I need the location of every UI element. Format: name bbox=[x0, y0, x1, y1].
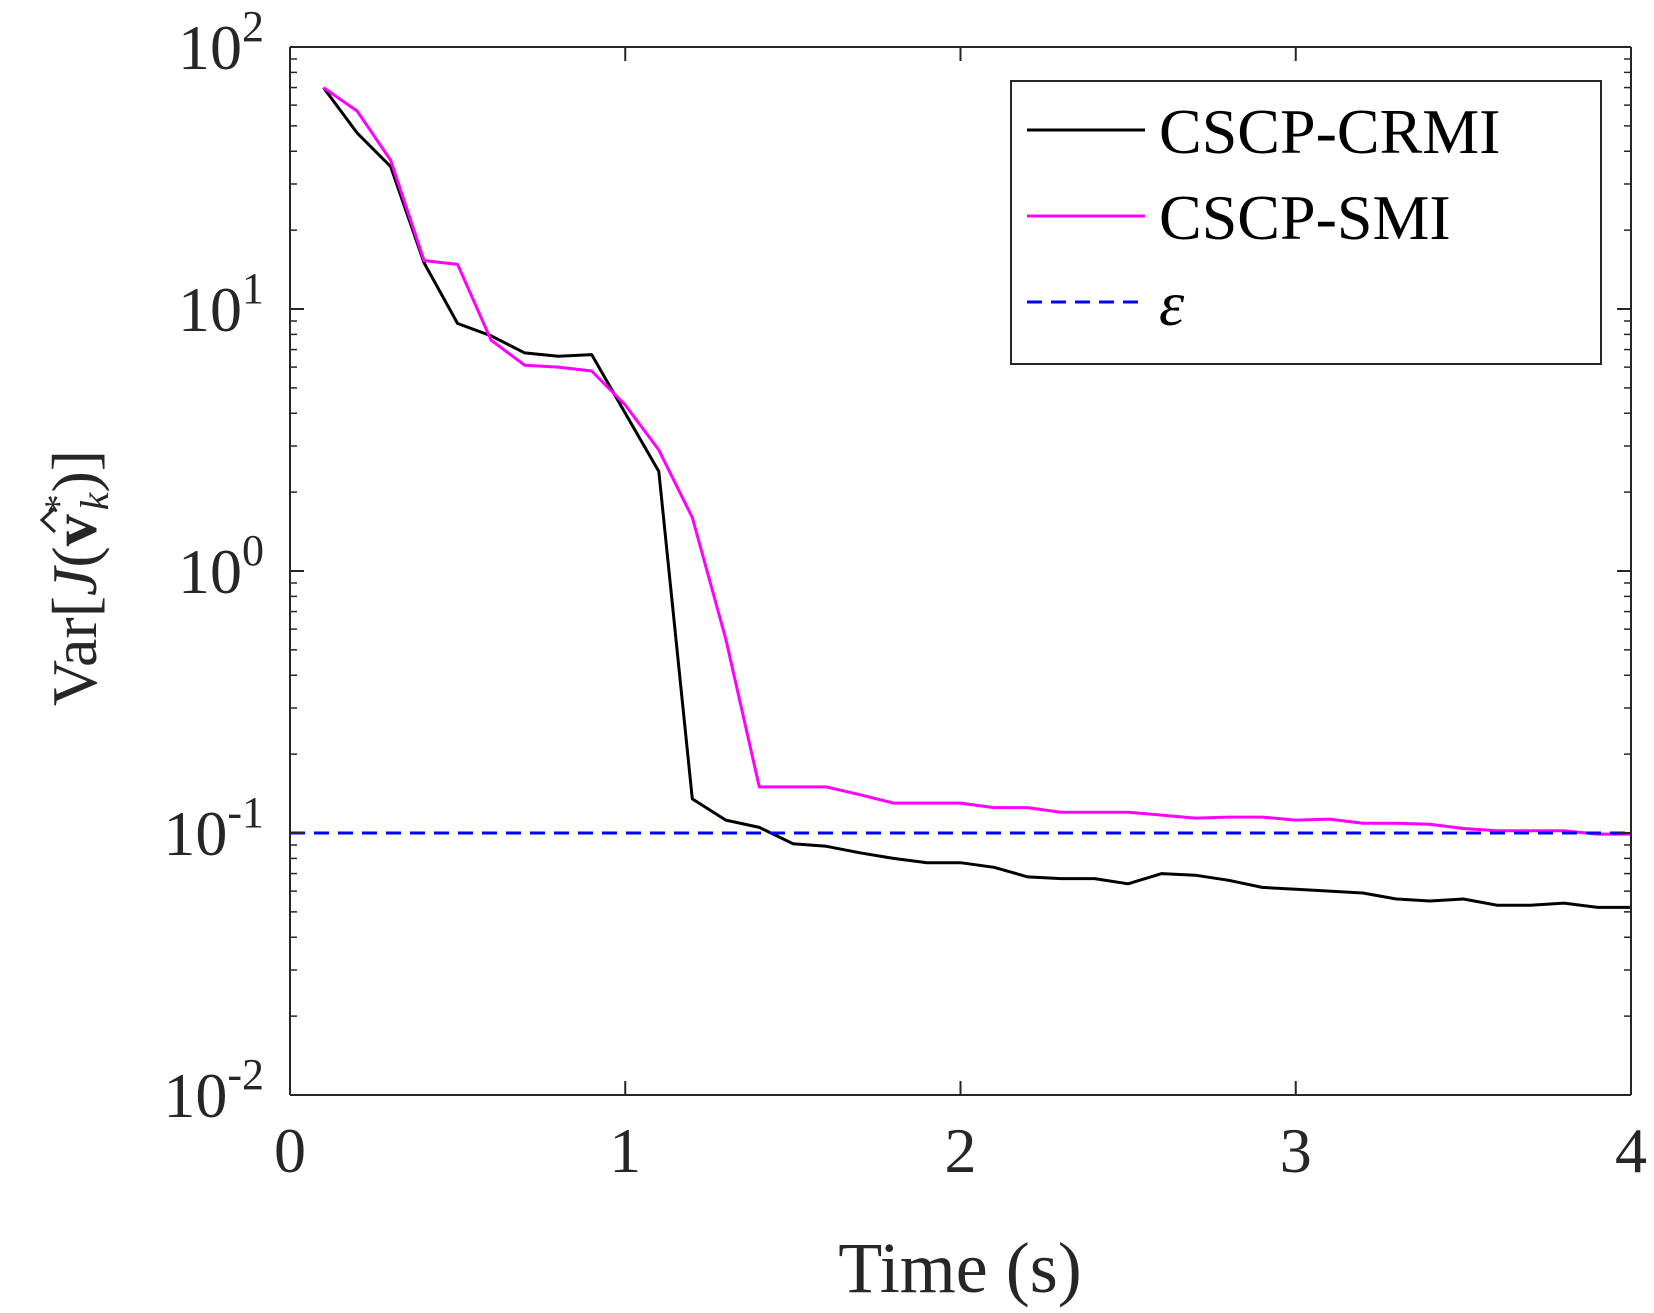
y-label-open-paren: ( bbox=[39, 546, 110, 567]
legend-label-0: CSCP-CRMI bbox=[1159, 96, 1500, 167]
y-tick-base: 10 bbox=[178, 274, 242, 345]
y-tick-exponent: 2 bbox=[242, 2, 264, 51]
y-axis-label: Var[J(v*k)] bbox=[36, 450, 117, 706]
legend-label-1: CSCP-SMI bbox=[1159, 182, 1451, 253]
x-tick-label: 2 bbox=[945, 1115, 977, 1186]
x-tick-label: 3 bbox=[1280, 1115, 1312, 1186]
y-tick-base: 10 bbox=[163, 798, 227, 869]
y-tick-label: 10-2 bbox=[163, 1050, 264, 1131]
y-label-close: )] bbox=[39, 450, 110, 493]
series-line-0 bbox=[322, 86, 1631, 909]
series-group bbox=[290, 86, 1631, 909]
y-label-var: Var[ bbox=[39, 596, 110, 706]
y-tick-exponent: -1 bbox=[227, 788, 264, 837]
y-tick-label: 10-1 bbox=[163, 788, 264, 869]
x-axis-label: Time (s) bbox=[838, 1228, 1081, 1308]
y-tick-label: 102 bbox=[178, 2, 264, 83]
y-tick-base: 10 bbox=[163, 1060, 227, 1131]
y-label-hat-j: J bbox=[39, 565, 110, 596]
y-tick-base: 10 bbox=[178, 536, 242, 607]
y-tick-label: 101 bbox=[178, 264, 264, 345]
y-tick-base: 10 bbox=[178, 12, 242, 83]
y-label-sub: k bbox=[72, 491, 117, 510]
y-tick-exponent: -2 bbox=[227, 1050, 264, 1099]
series-line-1 bbox=[322, 86, 1631, 836]
x-tick-label: 4 bbox=[1615, 1115, 1647, 1186]
x-tick-label: 1 bbox=[609, 1115, 641, 1186]
y-tick-label: 100 bbox=[178, 526, 264, 607]
x-tick-label: 0 bbox=[274, 1115, 306, 1186]
legend: CSCP-CRMI CSCP-SMI ε bbox=[1010, 80, 1602, 365]
y-tick-exponent: 0 bbox=[242, 526, 264, 575]
legend-box bbox=[1010, 80, 1602, 365]
legend-label-2: ε bbox=[1159, 268, 1185, 339]
y-label-v: v bbox=[39, 514, 110, 546]
y-tick-exponent: 1 bbox=[242, 264, 264, 313]
y-label-sup: * bbox=[36, 494, 81, 514]
y-label-hat-accent bbox=[39, 506, 57, 534]
